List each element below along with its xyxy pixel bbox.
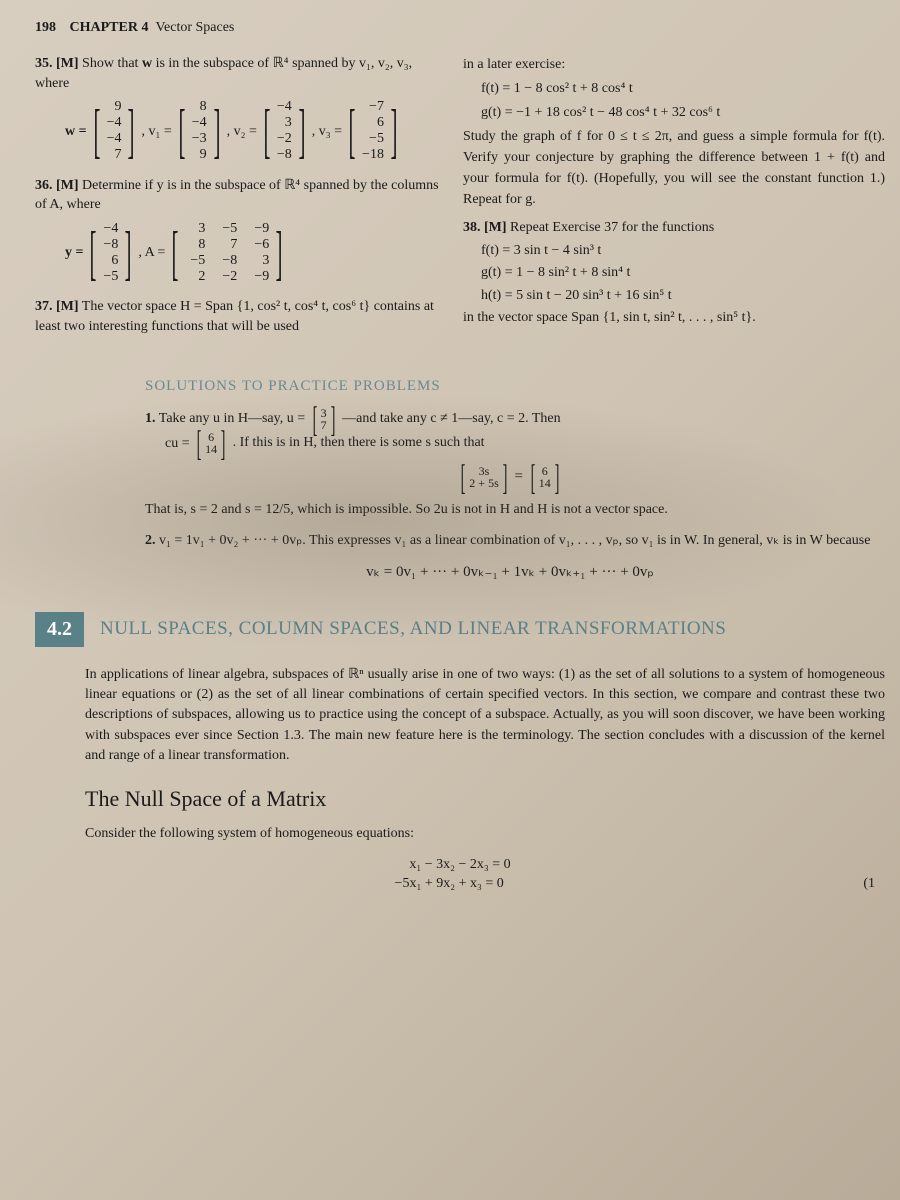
problems-two-column: 35. [M] Show that w is in the subspace o…: [35, 54, 885, 348]
v3-vector: −7 6 −5 −18: [362, 99, 384, 163]
problem-38: 38. [M] Repeat Exercise 37 for the funct…: [463, 218, 885, 328]
problem-37-text: The vector space H = Span {1, cos² t, co…: [35, 299, 434, 334]
problem-36-text: Determine if y is in the subspace of ℝ⁴ …: [35, 178, 439, 213]
later-g: g(t) = −1 + 18 cos² t − 48 cos⁴ t + 32 c…: [481, 102, 885, 123]
problem-35-text-a: Show that: [82, 56, 142, 71]
eq2: −5x₁ + 9x₂ + x₃ = 0: [395, 876, 504, 891]
problem-36-tag: [M]: [56, 178, 79, 193]
problem-37: 37. [M] The vector space H = Span {1, co…: [35, 297, 443, 336]
problem-38-tag: [M]: [484, 220, 507, 235]
solutions-block: SOLUTIONS TO PRACTICE PROBLEMS 1. Take a…: [35, 378, 885, 584]
sol2-text: v₁ = 1v₁ + 0v₂ + ··· + 0vₚ. This express…: [159, 533, 870, 548]
problem-38-num: 38.: [463, 220, 481, 235]
cu-label: cu =: [165, 436, 190, 451]
y-vector: −4 −8 6 −5: [103, 221, 118, 285]
problem-35-num: 35.: [35, 56, 53, 71]
sol1-conclusion: That is, s = 2 and s = 12/5, which is im…: [145, 499, 875, 520]
sol1-eq: [ 3s2 + 5s ] = [ 614 ]: [145, 465, 875, 489]
eq-number: (1: [863, 874, 875, 894]
problem-36-num: 36.: [35, 178, 53, 193]
v2-label: , v₂ =: [227, 122, 257, 142]
section-number: 4.2: [35, 612, 84, 647]
later-intro: in a later exercise:: [463, 54, 885, 75]
p38-g: g(t) = 1 − 8 sin² t + 8 sin⁴ t: [481, 263, 885, 283]
problem-35-tag: [M]: [56, 56, 79, 71]
cu-vector: [ 614 ]: [193, 431, 229, 455]
problem-38-text: Repeat Exercise 37 for the functions: [510, 220, 714, 235]
problem-37-tag: [M]: [56, 299, 79, 314]
sol2-num: 2.: [145, 533, 156, 548]
a-matrix: 3−5−9 87−6 −5−83 2−2−9: [185, 221, 269, 285]
p38-h: h(t) = 5 sin t − 20 sin³ t + 16 sin⁵ t: [481, 286, 885, 306]
problem-36-matrices: y = [ −4 −8 6 −5 ] , A = [ 3−5−9 87−6 −5…: [65, 221, 443, 285]
left-column: 35. [M] Show that w is in the subspace o…: [35, 54, 443, 348]
sol2-eq: vₖ = 0v₁ + ··· + 0vₖ₋₁ + 1vₖ + 0vₖ₊₁ + ·…: [145, 561, 875, 584]
later-f: f(t) = 1 − 8 cos² t + 8 cos⁴ t: [481, 78, 885, 99]
section-title: NULL SPACES, COLUMN SPACES, AND LINEAR T…: [100, 618, 726, 640]
problem-35: 35. [M] Show that w is in the subspace o…: [35, 54, 443, 164]
page-header: 198 CHAPTER 4 Vector Spaces: [35, 20, 885, 36]
problem-35-matrices: w = [ 9 −4 −4 7 ] , v₁ = [ 8 −4 −3 9 ]: [65, 99, 443, 163]
problem-35-vars: v₁, v₂, v₃: [359, 56, 409, 71]
problem-35-text-b: is in the subspace of ℝ⁴ spanned by: [156, 56, 356, 71]
later-para: Study the graph of f for 0 ≤ t ≤ 2π, and…: [463, 126, 885, 210]
page-number: 198: [35, 20, 56, 35]
v3-label: , v₃ =: [312, 122, 342, 142]
w-label: w =: [65, 122, 87, 142]
v1-label: , v₁ =: [141, 122, 171, 142]
v2-vector: −4 3 −2 −8: [277, 99, 292, 163]
a-label: , A =: [138, 243, 165, 263]
equation-system: x₁ − 3x₂ − 2x₃ = 0 −5x₁ + 9x₂ + x₃ = 0 (1: [35, 855, 885, 894]
sol1-num: 1.: [145, 412, 156, 427]
section-header: 4.2 NULL SPACES, COLUMN SPACES, AND LINE…: [35, 612, 885, 647]
p38-f: f(t) = 3 sin t − 4 sin³ t: [481, 241, 885, 261]
solutions-header: SOLUTIONS TO PRACTICE PROBLEMS: [145, 378, 875, 395]
subsection-text: Consider the following system of homogen…: [35, 824, 885, 844]
sol1-partc: . If this is in H, then there is some s …: [233, 436, 485, 451]
solution-2: 2. v₁ = 1v₁ + 0v₂ + ··· + 0vₚ. This expr…: [145, 530, 875, 584]
sol1-parta: Take any u in H—say, u =: [159, 412, 305, 427]
v1-vector: 8 −4 −3 9: [192, 99, 207, 163]
chapter-title: Vector Spaces: [155, 20, 234, 35]
section-paragraph: In applications of linear algebra, subsp…: [35, 665, 885, 766]
problem-36: 36. [M] Determine if y is in the subspac…: [35, 176, 443, 286]
chapter-label: CHAPTER 4: [70, 20, 149, 35]
sol1-partb: —and take any c ≠ 1—say, c = 2. Then: [342, 412, 561, 427]
y-label: y =: [65, 243, 83, 263]
eq1: x₁ − 3x₂ − 2x₃ = 0: [35, 855, 885, 875]
w-vector: 9 −4 −4 7: [107, 99, 122, 163]
solution-1: 1. Take any u in H—say, u = [ 37 ] —and …: [145, 407, 875, 520]
u-vector: [ 37 ]: [309, 407, 339, 431]
right-column: in a later exercise: f(t) = 1 − 8 cos² t…: [463, 54, 885, 348]
problem-37-num: 37.: [35, 299, 53, 314]
p38-closing: in the vector space Span {1, sin t, sin²…: [463, 308, 885, 328]
subsection-title: The Null Space of a Matrix: [85, 786, 885, 812]
